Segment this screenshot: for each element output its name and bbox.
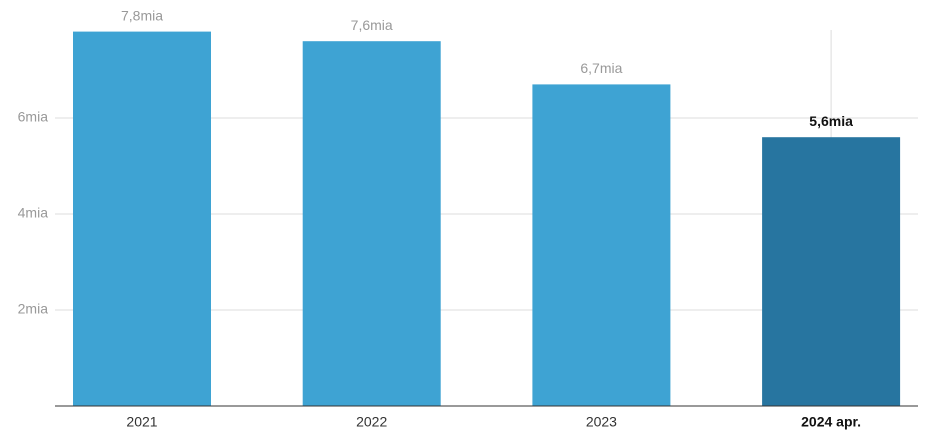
y-tick-label: 4mia	[18, 205, 49, 221]
value-label: 7,6mia	[351, 17, 393, 33]
bar	[532, 84, 671, 407]
y-tick-label: 2mia	[18, 301, 49, 317]
x-tick-label: 2023	[586, 414, 617, 430]
value-label: 5,6mia	[809, 113, 853, 129]
x-tick-label: 2022	[356, 414, 387, 430]
value-label: 7,8mia	[121, 7, 163, 23]
bar	[302, 41, 441, 406]
y-tick-label: 6mia	[18, 109, 49, 125]
bar	[73, 31, 211, 406]
bar	[762, 137, 901, 406]
x-tick-label: 2021	[126, 414, 157, 430]
x-tick-label: 2024 apr.	[801, 414, 861, 430]
value-label: 6,7mia	[580, 60, 622, 76]
